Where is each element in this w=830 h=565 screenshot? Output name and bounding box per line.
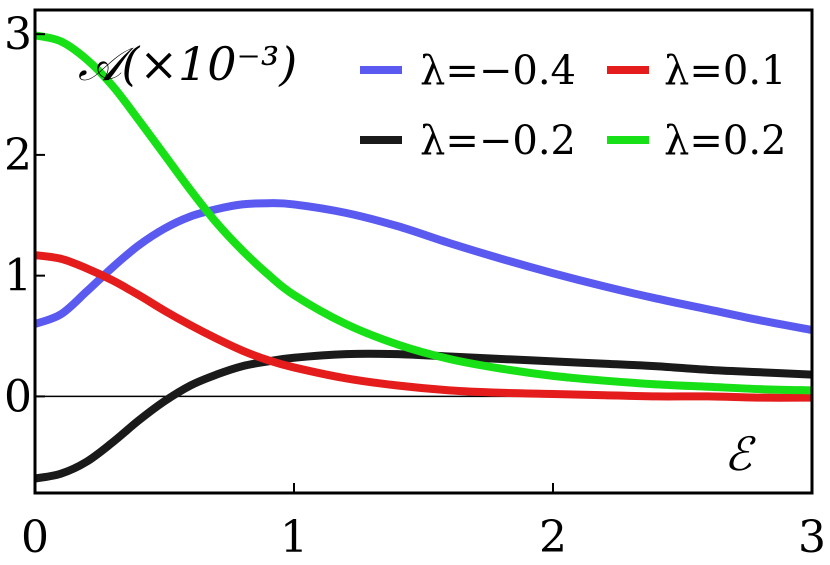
- x-tick-label: 3: [798, 512, 826, 563]
- plot-frame: [33, 8, 814, 495]
- x-tick-label: 1: [280, 512, 308, 563]
- x-tick-label: 2: [539, 512, 567, 563]
- legend-label: λ=0.2: [664, 118, 786, 164]
- legend-label: λ=0.1: [664, 48, 786, 94]
- series-line: [33, 199, 813, 334]
- legend-label: λ=−0.2: [420, 118, 576, 164]
- series-line: [34, 251, 813, 402]
- series-line: [34, 349, 813, 483]
- x-axis-label: ℰ: [724, 427, 756, 481]
- legend-label: λ=−0.4: [420, 48, 576, 94]
- legend: λ=−0.4 λ=0.1 λ=−0.2 λ=0.2: [360, 48, 786, 164]
- x-tick-label: 0: [21, 512, 49, 563]
- y-tick-label: 1: [4, 251, 32, 302]
- series-line: [34, 31, 813, 395]
- y-tick-label: 3: [4, 9, 32, 60]
- y-axis-label: 𝒜(×10⁻³): [78, 37, 297, 91]
- series-layer: [33, 31, 813, 483]
- y-tick-label: 0: [4, 371, 32, 422]
- y-tick-label: 2: [4, 130, 32, 181]
- ticks-layer: 0 1 2 3 0 1 2 3: [4, 9, 826, 563]
